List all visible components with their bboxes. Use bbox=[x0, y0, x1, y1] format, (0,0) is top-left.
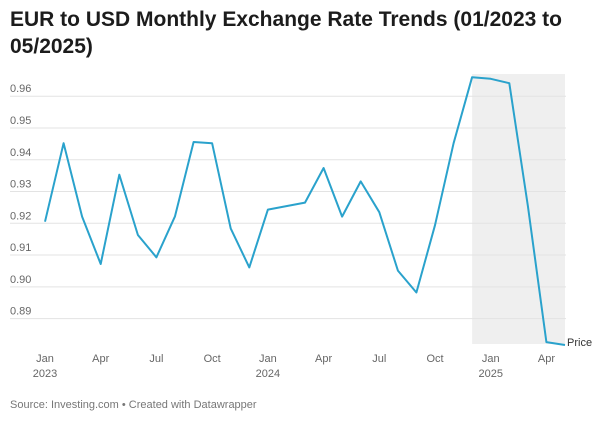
x-tick-label: Jul bbox=[149, 353, 163, 365]
x-tick-label: Jan bbox=[36, 353, 54, 365]
x-tick-label: Apr bbox=[315, 353, 332, 365]
x-tick-label: Apr bbox=[538, 353, 555, 365]
y-tick-label: 0.94 bbox=[10, 147, 31, 159]
y-tick-label: 0.95 bbox=[10, 115, 31, 127]
x-tick-label: Oct bbox=[204, 353, 221, 365]
x-tick-year-label: 2024 bbox=[256, 368, 280, 380]
y-tick-label: 0.89 bbox=[10, 306, 31, 318]
y-tick-label: 0.90 bbox=[10, 274, 31, 286]
series-layer: Price bbox=[44, 76, 592, 349]
y-tick-label: 0.92 bbox=[10, 210, 31, 222]
x-tick-label: Jul bbox=[372, 353, 386, 365]
source-note: Source: Investing.com • Created with Dat… bbox=[10, 399, 257, 411]
y-tick-label: 0.96 bbox=[10, 83, 31, 95]
y-tick-label: 0.93 bbox=[10, 179, 31, 191]
highlight-band-layer bbox=[472, 74, 565, 344]
series-label: Price bbox=[567, 337, 592, 349]
x-axis: Jan 2023 Apr Jul Oct Jan 2024 Apr Jul Oct Jan 2025 A… bbox=[33, 353, 556, 380]
y-tick-label: 0.91 bbox=[10, 242, 31, 254]
x-tick-label: Jan bbox=[259, 353, 277, 365]
x-tick-label: Jan bbox=[482, 353, 500, 365]
x-tick-label: Oct bbox=[426, 353, 443, 365]
y-axis: 0.89 0.90 0.91 0.92 0.93 0.94 0.95 0.96 bbox=[10, 83, 31, 317]
chart-title: EUR to USD Monthly Exchange Rate Trends … bbox=[10, 8, 562, 58]
x-tick-year-label: 2023 bbox=[33, 368, 57, 380]
highlight-band bbox=[472, 74, 565, 344]
x-tick-label: Apr bbox=[92, 353, 109, 365]
x-tick-year-label: 2025 bbox=[478, 368, 502, 380]
series-line-price bbox=[44, 76, 566, 346]
